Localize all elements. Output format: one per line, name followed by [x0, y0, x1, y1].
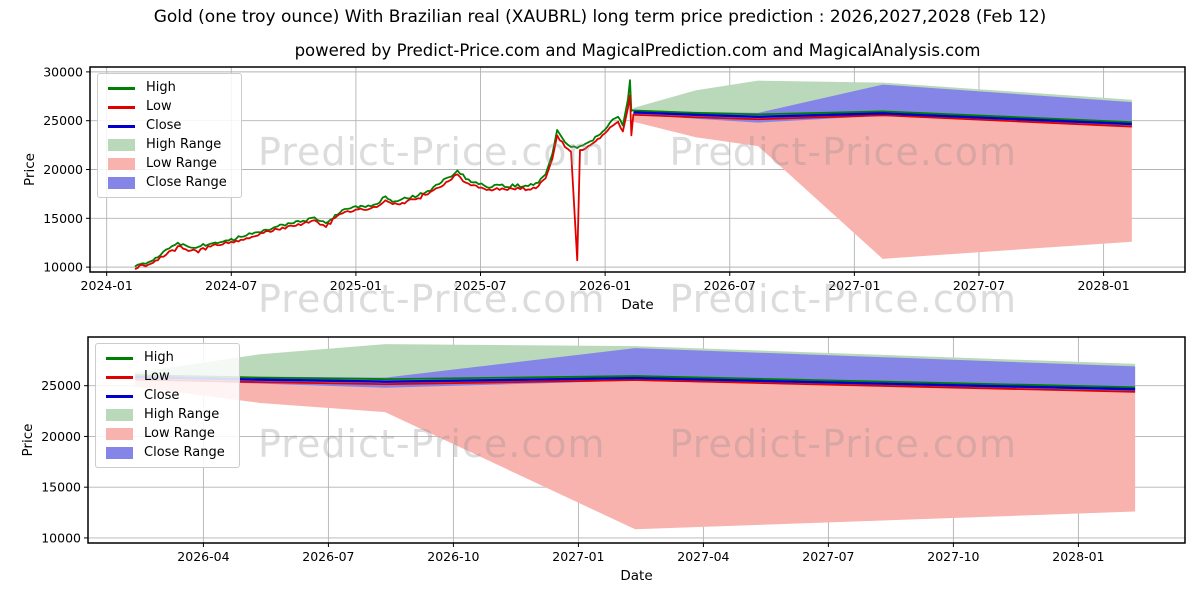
- legend-swatch-patch: [106, 409, 133, 421]
- y-tick-label: 30000: [43, 64, 83, 79]
- y-axis-label: Price: [22, 153, 38, 186]
- y-tick-label: 10000: [43, 260, 83, 275]
- x-tick-label: 2025-01: [330, 278, 382, 293]
- plot-frame: [87, 336, 1186, 544]
- x-tick-label: 2028-01: [1052, 549, 1104, 564]
- low-range-band: [633, 115, 1132, 259]
- x-tick-label: 2027-01: [552, 549, 604, 564]
- legend-swatch-patch: [108, 139, 135, 151]
- y-tick-label: 15000: [43, 211, 83, 226]
- forecast-low-line: [633, 113, 1132, 128]
- powered-by-subtitle: powered by Predict-Price.com and Magical…: [294, 41, 981, 60]
- legend-swatch-patch: [108, 158, 135, 170]
- x-tick-label: 2024-01: [81, 278, 133, 293]
- legend-label: Close: [146, 118, 182, 133]
- legend-label: Close Range: [144, 445, 225, 460]
- x-tick-label: 2026-04: [177, 549, 229, 564]
- legend-item-low-range: Low Range: [106, 427, 225, 441]
- legend-swatch-patch: [108, 177, 135, 189]
- x-tick-label: 2026-01: [579, 278, 631, 293]
- legend-item-close: Close: [108, 119, 227, 133]
- legend-label: Low: [144, 369, 170, 384]
- legend-item-high: High: [106, 351, 225, 365]
- history-high-line: [134, 79, 634, 268]
- forecast-high-line: [633, 109, 1132, 124]
- page-title: Gold (one troy ounce) With Brazilian rea…: [153, 7, 1047, 27]
- x-tick-label: 2027-07: [953, 278, 1005, 293]
- x-tick-label: 2026-10: [427, 549, 479, 564]
- x-tick-label: 2027-04: [677, 549, 729, 564]
- y-tick-label: 10000: [41, 530, 81, 545]
- forecast-close-line: [633, 111, 1132, 126]
- y-tick-label: 20000: [41, 429, 81, 444]
- legend-item-high-range: High Range: [106, 408, 225, 422]
- legend-item-close: Close: [106, 389, 225, 403]
- legend-item-low: Low: [106, 370, 225, 384]
- x-axis-label: Date: [620, 568, 652, 584]
- low-range-band: [135, 380, 1136, 530]
- legend-swatch-line: [108, 86, 135, 90]
- legend-item-close-range: Close Range: [106, 446, 225, 460]
- legend-label: Close Range: [146, 175, 227, 190]
- legend-item-low-range: Low Range: [108, 157, 227, 171]
- legend-swatch-line: [106, 375, 133, 379]
- y-tick-label: 20000: [43, 162, 83, 177]
- legend-swatch-line: [106, 356, 133, 360]
- legend-label: High: [146, 80, 176, 95]
- legend-item-close-range: Close Range: [108, 176, 227, 190]
- y-tick-label: 25000: [43, 113, 83, 128]
- legend-swatch-patch: [106, 447, 133, 459]
- legend-item-low: Low: [108, 100, 227, 114]
- legend-label: Low Range: [144, 426, 215, 441]
- x-tick-label: 2027-07: [802, 549, 854, 564]
- x-axis-label: Date: [621, 297, 653, 313]
- y-tick-label: 15000: [41, 480, 81, 495]
- y-tick-label: 25000: [41, 378, 81, 393]
- legend-label: High Range: [146, 137, 222, 152]
- legend-swatch-line: [106, 394, 133, 398]
- history-low-line: [134, 94, 635, 270]
- top-chart-legend: High Low Close High Range Low Range Close Ran…: [97, 73, 242, 198]
- legend-label: High: [144, 350, 174, 365]
- legend-label: Low Range: [146, 156, 217, 171]
- legend-label: Low: [146, 99, 172, 114]
- legend-swatch-line: [108, 105, 135, 109]
- x-tick-label: 2026-07: [704, 278, 756, 293]
- x-tick-label: 2027-10: [927, 549, 979, 564]
- x-tick-label: 2024-07: [205, 278, 257, 293]
- legend-label: High Range: [144, 407, 220, 422]
- x-tick-label: 2027-01: [828, 278, 880, 293]
- x-tick-label: 2028-01: [1077, 278, 1129, 293]
- y-axis-label: Price: [20, 424, 36, 457]
- bottom-chart-legend: High Low Close High Range Low Range Close Ran…: [95, 343, 240, 468]
- x-tick-label: 2026-07: [302, 549, 354, 564]
- legend-label: Close: [144, 388, 180, 403]
- legend-item-high-range: High Range: [108, 138, 227, 152]
- legend-swatch-line: [108, 124, 135, 128]
- legend-item-high: High: [108, 81, 227, 95]
- legend-swatch-patch: [106, 428, 133, 440]
- x-tick-label: 2025-07: [454, 278, 506, 293]
